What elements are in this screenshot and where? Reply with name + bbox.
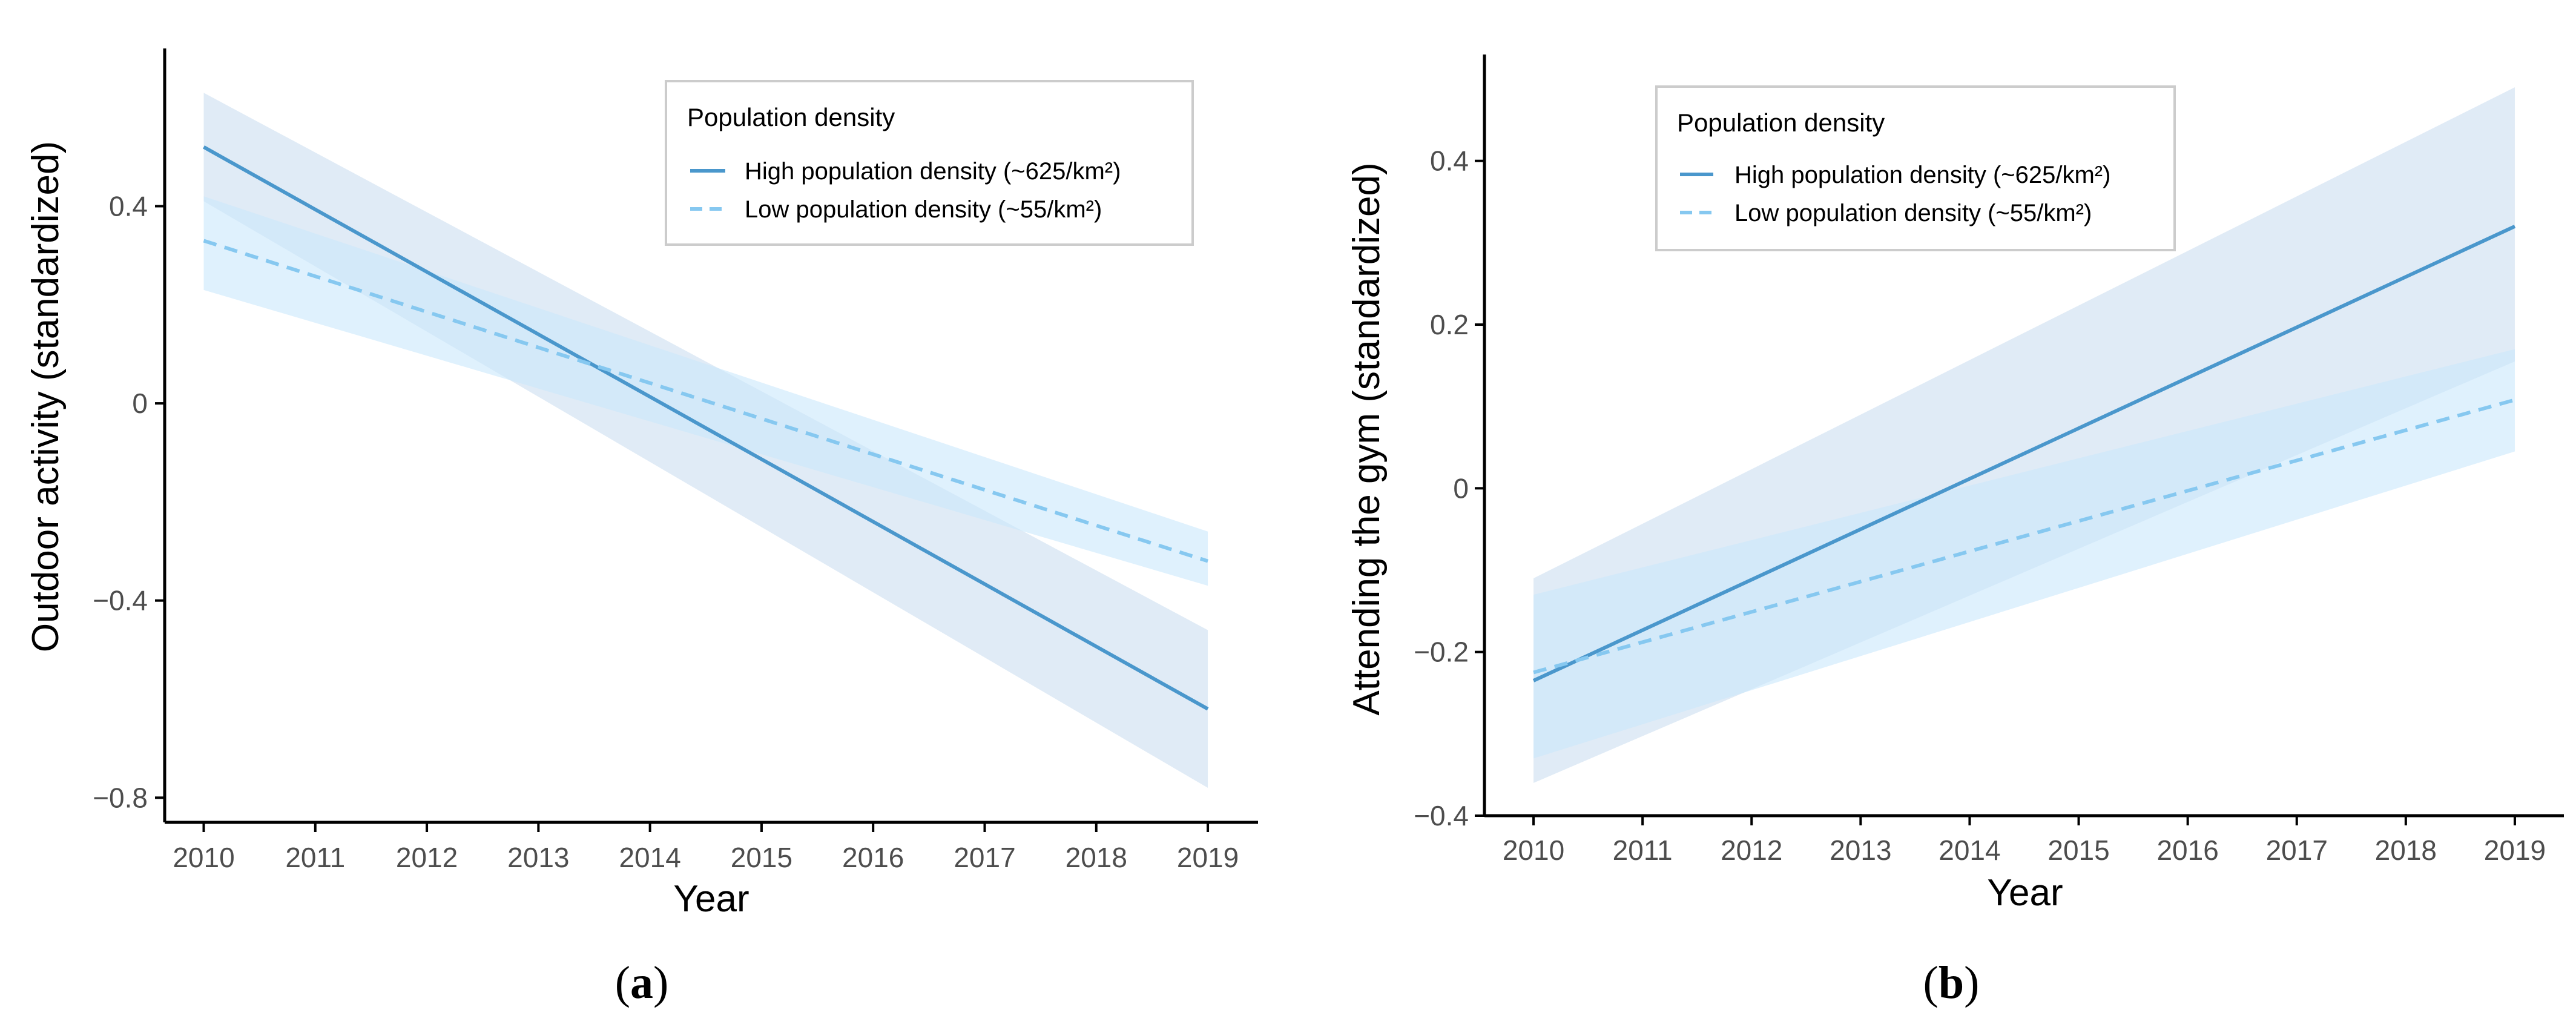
x-axis-title-a: Year [673,878,749,920]
x-tick-label: 2012 [396,842,458,873]
y-ticks-a: 0.4 0 −0.4 −0.8 [93,190,165,813]
legend-title-b: Population density [1677,108,1885,137]
x-tick-label: 2016 [842,842,904,873]
y-tick-label: 0.2 [1430,309,1469,340]
y-tick-label: −0.4 [1414,800,1469,831]
trend-line-high-b [1532,225,2516,682]
trend-lines-b [1532,225,2516,682]
x-tick-label: 2012 [1721,834,1782,866]
x-tick-label: 2011 [285,842,345,873]
x-axis-title-b: Year [1987,872,2063,914]
ci-band-low-b [1533,349,2515,759]
y-axis-title-b: Attending the gym (standardized) [1346,162,1388,715]
legend-a: Population density High population densi… [665,80,1194,246]
y-tick-label: 0.4 [1430,145,1469,177]
y-tick-label: −0.4 [93,585,148,616]
y-ticks-b: 0.4 0.2 0 −0.2 −0.4 [1414,145,1484,831]
legend-box-b [1655,85,2176,251]
x-tick-label: 2013 [507,842,569,873]
panel-label-b: (b) [1923,957,1980,1008]
y-tick-label: −0.2 [1414,636,1469,668]
confidence-bands-b [1533,87,2515,783]
trend-line-low-a [203,239,1208,563]
legend-label-low-b: Low population density (~55/km²) [1734,200,2092,226]
x-tick-label: 2013 [1830,834,1891,866]
trend-lines-a [203,145,1209,711]
x-tick-label: 2018 [1066,842,1127,873]
x-tick-label: 2017 [2266,834,2328,866]
x-tick-label: 2018 [2375,834,2437,866]
legend-box-a [665,80,1194,246]
x-tick-label: 2011 [1613,834,1673,866]
legend-b: Population density High population densi… [1655,85,2176,251]
legend-label-low-a: Low population density (~55/km²) [745,196,1102,223]
y-axis-title-a: Outdoor activity (standardized) [25,141,67,652]
x-tick-label: 2014 [619,842,680,873]
legend-label-high-b: High population density (~625/km²) [1734,162,2110,188]
x-tick-label: 2015 [731,842,792,873]
y-tick-label: 0 [132,388,148,419]
chart-panel-a: 2010 2011 2012 2013 2014 2015 2016 2017 2018 2019… [25,48,1258,1008]
x-tick-label: 2015 [2047,834,2109,866]
panel-label-a: (a) [615,957,669,1008]
x-tick-label: 2017 [954,842,1015,873]
x-tick-label: 2019 [1177,842,1239,873]
x-ticks-a: 2010 2011 2012 2013 2014 2015 2016 2017 2018 2019 [173,822,1239,873]
ci-band-high-a [203,93,1208,788]
legend-title-a: Population density [687,103,895,131]
x-tick-label: 2010 [173,842,234,873]
confidence-bands-a [203,93,1208,788]
y-tick-label: 0.4 [109,190,148,222]
y-tick-label: 0 [1453,472,1469,504]
trend-line-low-b [1533,398,2515,675]
x-tick-label: 2014 [1939,834,2000,866]
x-tick-label: 2010 [1503,834,1564,866]
x-tick-label: 2016 [2156,834,2218,866]
legend-label-high-a: High population density (~625/km²) [745,158,1121,185]
ci-band-low-a [203,196,1208,586]
x-ticks-b: 2010 2011 2012 2013 2014 2015 2016 2017 2018 2019 [1503,816,2546,866]
y-tick-label: −0.8 [93,782,148,813]
x-tick-label: 2019 [2484,834,2546,866]
chart-panel-b: 2010 2011 2012 2013 2014 2015 2016 2017 2018 2019… [1346,55,2564,1008]
trend-line-high-a [203,145,1209,711]
